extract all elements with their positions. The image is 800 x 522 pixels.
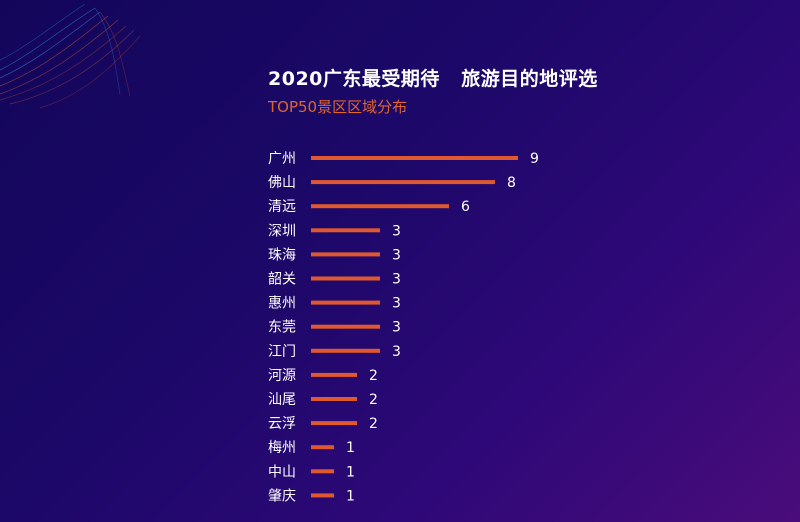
category-label: 深圳	[268, 223, 296, 239]
bar	[311, 493, 334, 498]
category-label: 惠州	[268, 296, 296, 312]
category-label: 韶关	[268, 272, 296, 288]
bar	[311, 445, 334, 450]
value-label: 9	[530, 151, 539, 167]
category-label: 肇庆	[268, 488, 296, 504]
decorative-wave-lines	[0, 3, 141, 109]
bar	[311, 276, 380, 281]
value-label: 8	[507, 175, 516, 191]
category-label: 广州	[268, 151, 296, 167]
value-label: 1	[346, 488, 355, 504]
value-label: 3	[392, 272, 401, 288]
category-label: 清远	[268, 199, 296, 215]
bar	[311, 180, 495, 185]
value-label: 6	[461, 199, 470, 215]
value-label: 2	[369, 392, 378, 408]
category-label: 中山	[268, 464, 296, 480]
value-label: 2	[369, 416, 378, 432]
category-label: 汕尾	[268, 392, 296, 408]
bar	[311, 300, 380, 305]
bar	[311, 204, 449, 209]
value-label: 3	[392, 296, 401, 312]
value-label: 3	[392, 247, 401, 263]
bar	[311, 156, 518, 160]
category-label: 东莞	[268, 320, 296, 336]
chart-title: 2020广东最受期待 旅游目的地评选	[268, 68, 598, 90]
value-label: 2	[369, 368, 378, 384]
category-label: 梅州	[268, 440, 296, 456]
value-label: 3	[392, 320, 401, 336]
bar	[311, 324, 380, 329]
category-label: 云浮	[268, 416, 296, 432]
bar	[311, 228, 380, 233]
value-label: 3	[392, 344, 401, 360]
bar	[311, 421, 357, 426]
bar	[311, 252, 380, 257]
value-label: 3	[392, 223, 401, 239]
value-label: 1	[346, 440, 355, 456]
category-label: 珠海	[268, 247, 296, 263]
category-label: 河源	[268, 368, 296, 384]
category-label: 江门	[268, 344, 296, 360]
value-label: 1	[346, 464, 355, 480]
bar	[311, 397, 357, 401]
category-label: 佛山	[268, 175, 296, 191]
bar	[311, 348, 380, 353]
chart-subtitle: TOP50景区区域分布	[268, 98, 408, 116]
bar	[311, 372, 357, 377]
bar	[311, 469, 334, 474]
